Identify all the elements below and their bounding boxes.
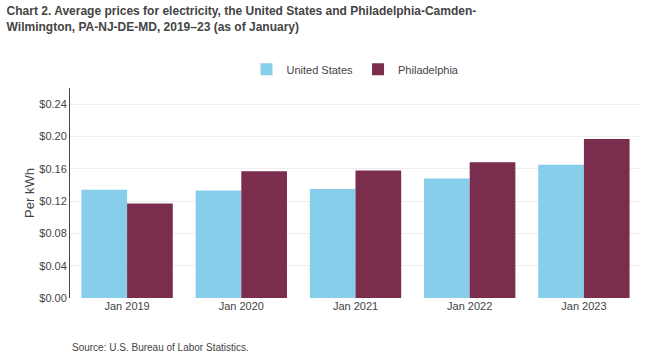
svg-text:Philadelphia: Philadelphia xyxy=(398,64,459,76)
svg-text:Source: U.S. Bureau of Labor S: Source: U.S. Bureau of Labor Statistics. xyxy=(72,342,249,353)
svg-text:United States: United States xyxy=(287,64,354,76)
svg-text:Chart 2. Average prices for el: Chart 2. Average prices for electricity,… xyxy=(7,4,477,34)
svg-text:$0.16: $0.16 xyxy=(39,163,67,175)
svg-text:Jan 2022: Jan 2022 xyxy=(447,300,492,312)
svg-text:Per kWh: Per kWh xyxy=(22,168,37,218)
svg-text:Jan 2023: Jan 2023 xyxy=(561,300,606,312)
svg-text:$0.00: $0.00 xyxy=(39,292,67,304)
svg-text:Jan 2020: Jan 2020 xyxy=(219,300,264,312)
svg-text:$0.24: $0.24 xyxy=(39,98,67,110)
svg-text:$0.04: $0.04 xyxy=(39,260,67,272)
svg-text:Jan 2021: Jan 2021 xyxy=(333,300,378,312)
svg-text:$0.08: $0.08 xyxy=(39,227,67,239)
svg-text:Jan 2019: Jan 2019 xyxy=(104,300,149,312)
svg-text:$0.20: $0.20 xyxy=(39,130,67,142)
svg-text:$0.12: $0.12 xyxy=(39,195,67,207)
